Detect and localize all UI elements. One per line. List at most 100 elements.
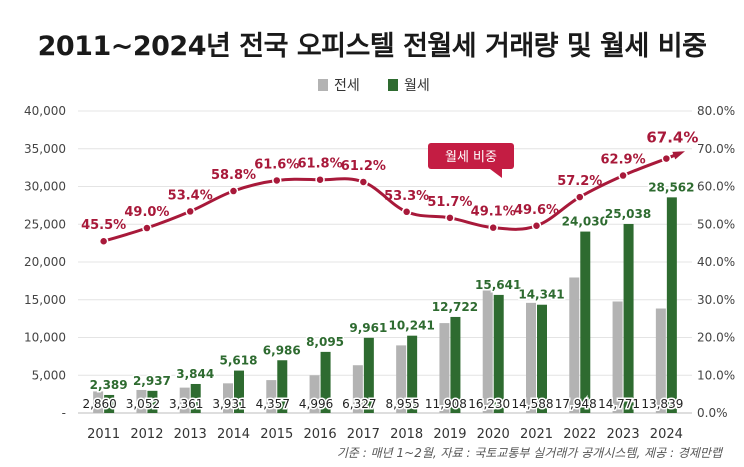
y-tick-label-left: 5,000 <box>32 368 66 382</box>
bar-jeonse <box>655 308 666 413</box>
bar-label-wolse: 9,961 <box>349 321 387 335</box>
bar-label-jeonse: 2,860 <box>82 397 116 411</box>
bar-label-wolse: 15,641 <box>475 278 521 292</box>
bar-jeonse <box>93 391 104 413</box>
y-tick-label-right: 80.0% <box>697 104 735 118</box>
bar-wolse <box>407 335 418 413</box>
bar-wolse <box>537 304 547 413</box>
legend-swatch-jeonse <box>318 79 328 91</box>
bar-wolse <box>623 223 634 413</box>
ratio-point <box>142 223 152 233</box>
ratio-label: 61.2% <box>341 159 386 174</box>
ratio-label: 49.0% <box>124 205 169 220</box>
bar-jeonse <box>309 375 320 413</box>
y-tick-label-right: 0.0% <box>697 406 728 420</box>
ratio-point <box>272 175 282 186</box>
ratio-label: 51.7% <box>427 195 472 210</box>
y-tick-label-left: 20,000 <box>24 255 66 269</box>
bar-label-wolse: 10,241 <box>388 319 434 333</box>
y-tick-label-left: 25,000 <box>24 217 66 231</box>
ratio-label: 53.3% <box>384 189 429 204</box>
ratio-point <box>488 222 498 233</box>
bar-wolse <box>363 337 374 413</box>
x-tick-label: 2012 <box>130 427 163 442</box>
bar-wolse <box>666 197 677 413</box>
x-tick-label: 2018 <box>390 427 423 442</box>
legend-label-wolse: 월세 <box>404 78 430 94</box>
x-tick-label: 2021 <box>520 427 553 442</box>
bar-label-jeonse: 8,955 <box>385 397 419 411</box>
ratio-label: 62.9% <box>601 153 646 168</box>
y-tick-label-right: 40.0% <box>697 255 735 269</box>
ratio-point <box>445 213 455 223</box>
x-tick-label: 2024 <box>650 427 683 442</box>
ratio-point <box>575 192 585 202</box>
bar-jeonse <box>569 277 580 413</box>
ratio-label: 61.8% <box>298 157 343 172</box>
y-tick-label-right: 30.0% <box>697 293 735 307</box>
bar-label-jeonse: 14,588 <box>512 397 554 411</box>
ratio-point <box>185 206 195 217</box>
bar-wolse <box>190 383 201 413</box>
bar-label-jeonse: 4,357 <box>256 397 290 411</box>
x-tick-label: 2020 <box>477 427 510 442</box>
x-tick-label: 2017 <box>347 427 380 442</box>
ratio-label: 67.4% <box>646 129 698 147</box>
bar-label-wolse: 14,341 <box>518 288 564 302</box>
bar-jeonse <box>612 301 623 413</box>
y-tick-label-left: - <box>62 406 66 420</box>
bar-jeonse <box>179 387 190 413</box>
bar-label-jeonse: 13,839 <box>641 397 683 411</box>
y-tick-label-right: 70.0% <box>697 142 735 156</box>
legend-label-jeonse: 전세 <box>334 78 360 94</box>
bar-wolse <box>320 351 331 413</box>
bar-wolse <box>147 390 158 413</box>
bar-jeonse <box>352 365 363 413</box>
x-tick-label: 2015 <box>260 427 293 442</box>
bar-wolse <box>580 231 591 413</box>
bar-jeonse <box>482 290 493 413</box>
x-tick-label: 2023 <box>607 427 640 442</box>
bar-label-jeonse: 6,327 <box>342 397 376 411</box>
bar-label-wolse: 2,389 <box>90 378 128 392</box>
ratio-label: 61.6% <box>254 157 299 172</box>
bar-label-jeonse: 16,230 <box>468 397 510 411</box>
bar-label-wolse: 3,844 <box>176 367 214 381</box>
ratio-label: 53.4% <box>168 188 213 203</box>
bar-label-jeonse: 3,931 <box>212 397 246 411</box>
chart-title: 2011~2024년 전국 오피스텔 전월세 거래량 및 월세 비중 <box>37 31 707 62</box>
bar-label-wolse: 8,095 <box>306 335 344 349</box>
y-tick-label-left: 10,000 <box>24 331 66 345</box>
bar-jeonse <box>396 345 407 413</box>
bar-jeonse <box>526 302 536 413</box>
bar-wolse <box>277 360 288 413</box>
bar-jeonse <box>266 380 277 413</box>
y-tick-label-left: 35,000 <box>24 142 66 156</box>
chart-source: 기준 : 매년 1~2월, 자료 : 국토교통부 실거래가 공개시스템, 제공 … <box>336 446 722 460</box>
annotation-label: 월세 비중 <box>445 150 497 165</box>
y-tick-label-right: 10.0% <box>697 368 735 382</box>
ratio-point <box>98 236 109 246</box>
y-tick-label-left: 15,000 <box>24 293 66 307</box>
bar-label-jeonse: 14,771 <box>598 397 640 411</box>
bar-wolse <box>450 316 461 413</box>
y-tick-label-left: 40,000 <box>24 104 66 118</box>
ratio-point <box>531 221 542 231</box>
bar-jeonse <box>223 383 233 413</box>
bar-label-wolse: 2,937 <box>133 374 171 388</box>
annotation-box <box>428 143 514 169</box>
bar-jeonse <box>136 389 147 413</box>
bar-label-wolse: 28,562 <box>648 180 694 194</box>
bar-label-jeonse: 11,908 <box>425 397 467 411</box>
bar-label-wolse: 25,038 <box>605 207 651 221</box>
y-tick-label-right: 20.0% <box>697 331 735 345</box>
bar-wolse <box>104 394 115 413</box>
x-tick-label: 2019 <box>433 427 466 442</box>
bar-label-wolse: 6,986 <box>263 343 301 357</box>
x-tick-label: 2011 <box>87 427 120 442</box>
ratio-point <box>661 153 672 164</box>
bar-label-jeonse: 3,361 <box>169 397 203 411</box>
bar-label-jeonse: 4,996 <box>299 397 333 411</box>
ratio-arrowhead <box>672 151 685 160</box>
